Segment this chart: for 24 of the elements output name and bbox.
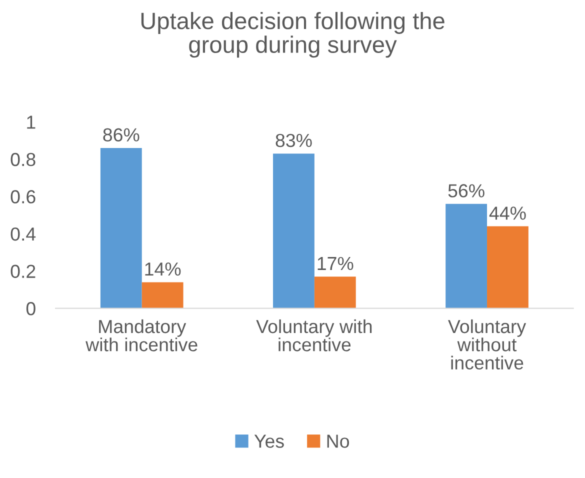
x-tick-label: Voluntary without incentive [448, 319, 526, 370]
bar [446, 204, 488, 308]
bar [273, 154, 314, 308]
data-label: 44% [489, 206, 526, 220]
y-tick-label: 0.2 [10, 264, 36, 278]
y-tick-label: 1 [27, 116, 36, 129]
data-label: 14% [145, 262, 181, 276]
legend-label: No [327, 434, 349, 448]
bar [142, 282, 184, 308]
y-tick-label: 0.4 [10, 227, 36, 241]
data-label: 56% [448, 184, 484, 198]
legend-label: Yes [254, 434, 284, 448]
y-tick-label: 0 [26, 302, 36, 316]
y-tick-label: 0.6 [10, 190, 36, 204]
bar [314, 276, 356, 308]
data-label: 83% [276, 134, 312, 148]
y-tick-label: 0.8 [10, 152, 36, 166]
data-label: 17% [318, 256, 354, 270]
bar [100, 148, 142, 308]
x-tick-label: Mandatory with incentive [86, 319, 198, 352]
data-label: 86% [103, 128, 140, 142]
bar [487, 226, 528, 308]
chart-title: Uptake decision following the group during survey [141, 12, 444, 58]
x-tick-label: Voluntary with incentive [256, 319, 372, 352]
